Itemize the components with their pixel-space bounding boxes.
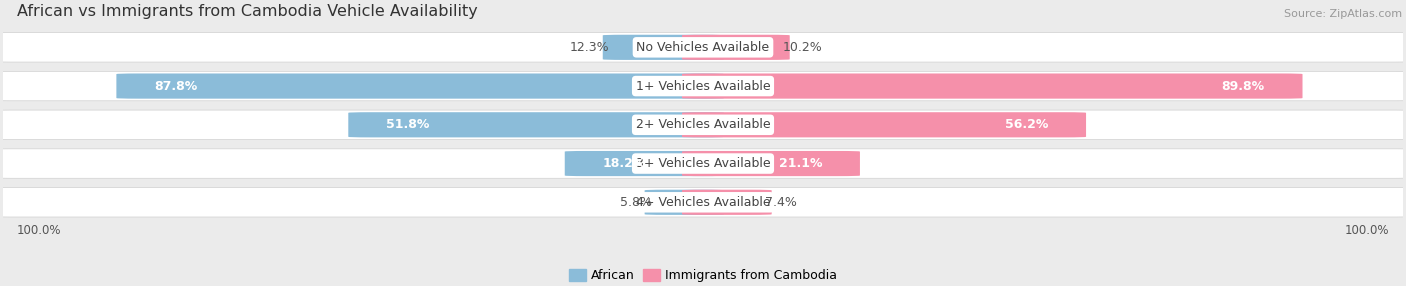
FancyBboxPatch shape [0,71,1406,101]
Text: 18.2%: 18.2% [603,157,645,170]
Text: 89.8%: 89.8% [1222,80,1264,93]
Legend: African, Immigrants from Cambodia: African, Immigrants from Cambodia [564,264,842,286]
FancyBboxPatch shape [682,74,1302,99]
FancyBboxPatch shape [0,149,1406,178]
Text: African vs Immigrants from Cambodia Vehicle Availability: African vs Immigrants from Cambodia Vehi… [17,5,478,19]
Text: No Vehicles Available: No Vehicles Available [637,41,769,54]
Text: 3+ Vehicles Available: 3+ Vehicles Available [636,157,770,170]
Text: 2+ Vehicles Available: 2+ Vehicles Available [636,118,770,131]
FancyBboxPatch shape [565,151,724,176]
Text: Source: ZipAtlas.com: Source: ZipAtlas.com [1284,9,1402,19]
Text: 12.3%: 12.3% [571,41,610,54]
FancyBboxPatch shape [0,110,1406,140]
Text: 100.0%: 100.0% [17,224,62,237]
FancyBboxPatch shape [644,190,724,215]
FancyBboxPatch shape [682,151,860,176]
Text: 1+ Vehicles Available: 1+ Vehicles Available [636,80,770,93]
Text: 56.2%: 56.2% [1005,118,1049,131]
Text: 4+ Vehicles Available: 4+ Vehicles Available [636,196,770,209]
FancyBboxPatch shape [0,188,1406,217]
FancyBboxPatch shape [603,35,724,60]
Text: 87.8%: 87.8% [155,80,197,93]
Text: 21.1%: 21.1% [779,157,823,170]
FancyBboxPatch shape [682,35,790,60]
Text: 100.0%: 100.0% [1344,224,1389,237]
FancyBboxPatch shape [682,112,1085,137]
FancyBboxPatch shape [117,74,724,99]
FancyBboxPatch shape [682,190,772,215]
FancyBboxPatch shape [349,112,724,137]
Text: 7.4%: 7.4% [765,196,797,209]
Text: 5.8%: 5.8% [620,196,651,209]
Text: 10.2%: 10.2% [783,41,823,54]
FancyBboxPatch shape [0,33,1406,62]
Text: 51.8%: 51.8% [387,118,429,131]
